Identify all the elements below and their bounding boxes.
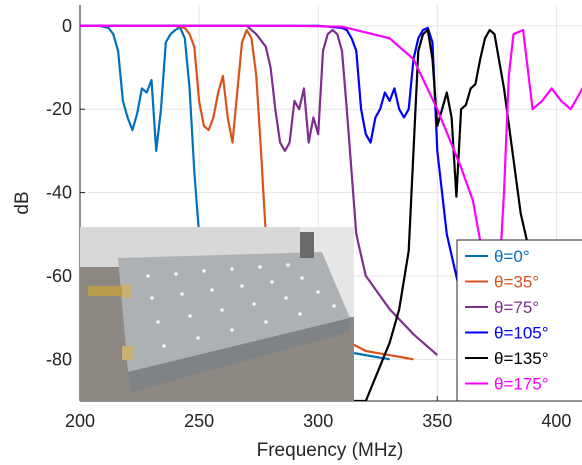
x-tick-label: 300: [303, 411, 333, 431]
x-tick-label: 250: [184, 411, 214, 431]
legend-label: θ=175°: [494, 375, 549, 394]
legend-label: θ=0°: [494, 247, 530, 266]
x-tick-label: 400: [541, 411, 571, 431]
legend: θ=0° θ=35° θ=75° θ=105° θ=135° θ=175°: [456, 239, 582, 402]
legend-label: θ=105°: [494, 324, 549, 343]
series-line-4: [80, 28, 582, 401]
legend-label: θ=135°: [494, 349, 549, 368]
x-tick-label: 200: [65, 411, 95, 431]
y-tick-label: -20: [46, 99, 72, 119]
legend-label: θ=75°: [494, 298, 539, 317]
axes: 200 250 300 350 400 0 -20 -40 -60 -80: [46, 5, 582, 431]
y-axis-label: dB: [12, 191, 33, 214]
legend-label: θ=35°: [494, 273, 539, 292]
y-tick-label: 0: [62, 16, 72, 36]
y-tick-label: -40: [46, 183, 72, 203]
series-line-2: [80, 24, 439, 356]
x-axis-label: Frequency (MHz): [257, 440, 404, 461]
y-tick-label: -60: [46, 266, 72, 286]
y-tick-label: -80: [46, 349, 72, 369]
x-tick-label: 350: [422, 411, 452, 431]
filter-box-photo: [80, 227, 354, 401]
legend-box: [456, 239, 582, 402]
